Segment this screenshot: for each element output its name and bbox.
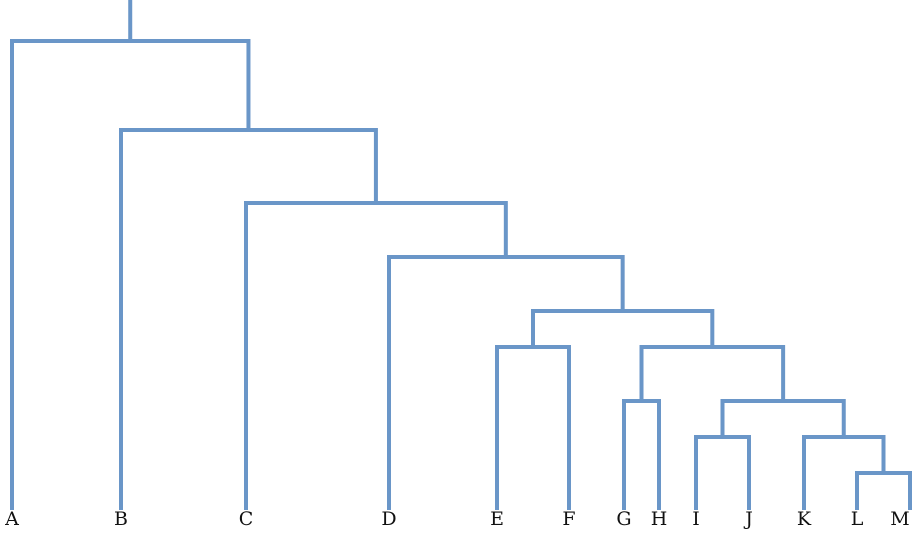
leaf-label-i: I (692, 508, 700, 530)
leaf-label-a: A (4, 508, 19, 530)
link-n-im (720, 399, 846, 437)
link-n-am (10, 39, 251, 510)
link-n-cm (244, 201, 508, 510)
leaf-label-c: C (239, 508, 254, 530)
leaf-label-g: G (616, 508, 631, 530)
leaf-label-f: F (562, 508, 575, 530)
link-n-gh (622, 399, 661, 510)
leaf-label-l: L (851, 508, 864, 530)
link-n-em (531, 309, 715, 347)
leaf-label-k: K (797, 508, 812, 530)
link-n-ef (495, 345, 571, 510)
link-n-gm (639, 345, 786, 401)
leaf-label-b: B (114, 508, 128, 530)
link-n-dm (387, 255, 625, 510)
link-n-ij (694, 435, 751, 510)
link-n-bm (119, 128, 378, 510)
leaf-label-h: H (651, 508, 668, 530)
link-n-lm (855, 471, 912, 510)
dendrogram-links (10, 0, 912, 510)
leaf-label-e: E (490, 508, 504, 530)
leaf-label-m: M (890, 508, 909, 530)
leaf-label-d: D (381, 508, 396, 530)
leaf-label-j: J (743, 508, 753, 530)
